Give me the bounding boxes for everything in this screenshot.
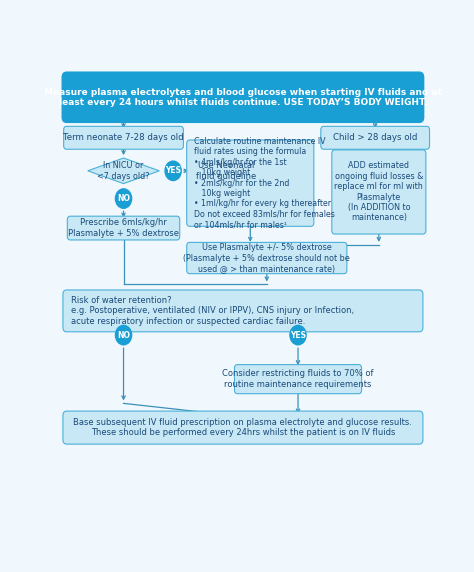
FancyBboxPatch shape — [187, 140, 314, 227]
Text: Base subsequent IV fluid prescription on plasma electrolyte and glucose results.: Base subsequent IV fluid prescription on… — [73, 418, 412, 438]
Circle shape — [116, 325, 132, 345]
FancyBboxPatch shape — [63, 290, 423, 332]
Text: ADD estimated
ongoing fluid losses &
replace ml for ml with
Plasmalyte
(In ADDIT: ADD estimated ongoing fluid losses & rep… — [335, 161, 423, 223]
Text: Prescribe 6mls/kg/hr
Plasmalyte + 5% dextrose: Prescribe 6mls/kg/hr Plasmalyte + 5% dex… — [68, 219, 179, 238]
Text: NO: NO — [117, 331, 130, 340]
Text: Measure plasma electrolytes and blood glucose when starting IV fluids and at
lea: Measure plasma electrolytes and blood gl… — [44, 88, 442, 107]
Text: Consider restricting fluids to 70% of
routine maintenance requirements: Consider restricting fluids to 70% of ro… — [222, 370, 374, 389]
Text: NO: NO — [117, 194, 130, 203]
Text: In NICU or
<7 days old?: In NICU or <7 days old? — [97, 161, 150, 181]
Text: YES: YES — [165, 166, 181, 176]
Circle shape — [165, 161, 181, 181]
FancyBboxPatch shape — [187, 243, 347, 273]
Text: Child > 28 days old: Child > 28 days old — [333, 133, 418, 142]
FancyBboxPatch shape — [332, 150, 426, 234]
Circle shape — [116, 189, 132, 208]
FancyBboxPatch shape — [64, 126, 183, 149]
FancyBboxPatch shape — [321, 126, 429, 149]
Text: Use Plasmalyte +/- 5% dextrose
(Plasmalyte + 5% dextrose should not be
used @ > : Use Plasmalyte +/- 5% dextrose (Plasmaly… — [183, 243, 350, 273]
FancyBboxPatch shape — [191, 154, 262, 188]
Text: YES: YES — [290, 331, 306, 340]
Text: Use Neonatal
fluid guideline: Use Neonatal fluid guideline — [196, 161, 256, 181]
FancyBboxPatch shape — [63, 411, 423, 444]
Polygon shape — [88, 158, 159, 184]
FancyBboxPatch shape — [235, 364, 362, 394]
Text: Term neonate 7-28 days old: Term neonate 7-28 days old — [63, 133, 184, 142]
FancyBboxPatch shape — [62, 72, 424, 122]
Circle shape — [290, 325, 306, 345]
Text: Calculate routine maintenance IV
fluid rates using the formula
• 4mls/kg/hr for : Calculate routine maintenance IV fluid r… — [194, 137, 335, 229]
FancyBboxPatch shape — [67, 216, 180, 240]
Text: Risk of water retention?
e.g. Postoperative, ventilated (NIV or IPPV), CNS injur: Risk of water retention? e.g. Postoperat… — [71, 296, 354, 326]
